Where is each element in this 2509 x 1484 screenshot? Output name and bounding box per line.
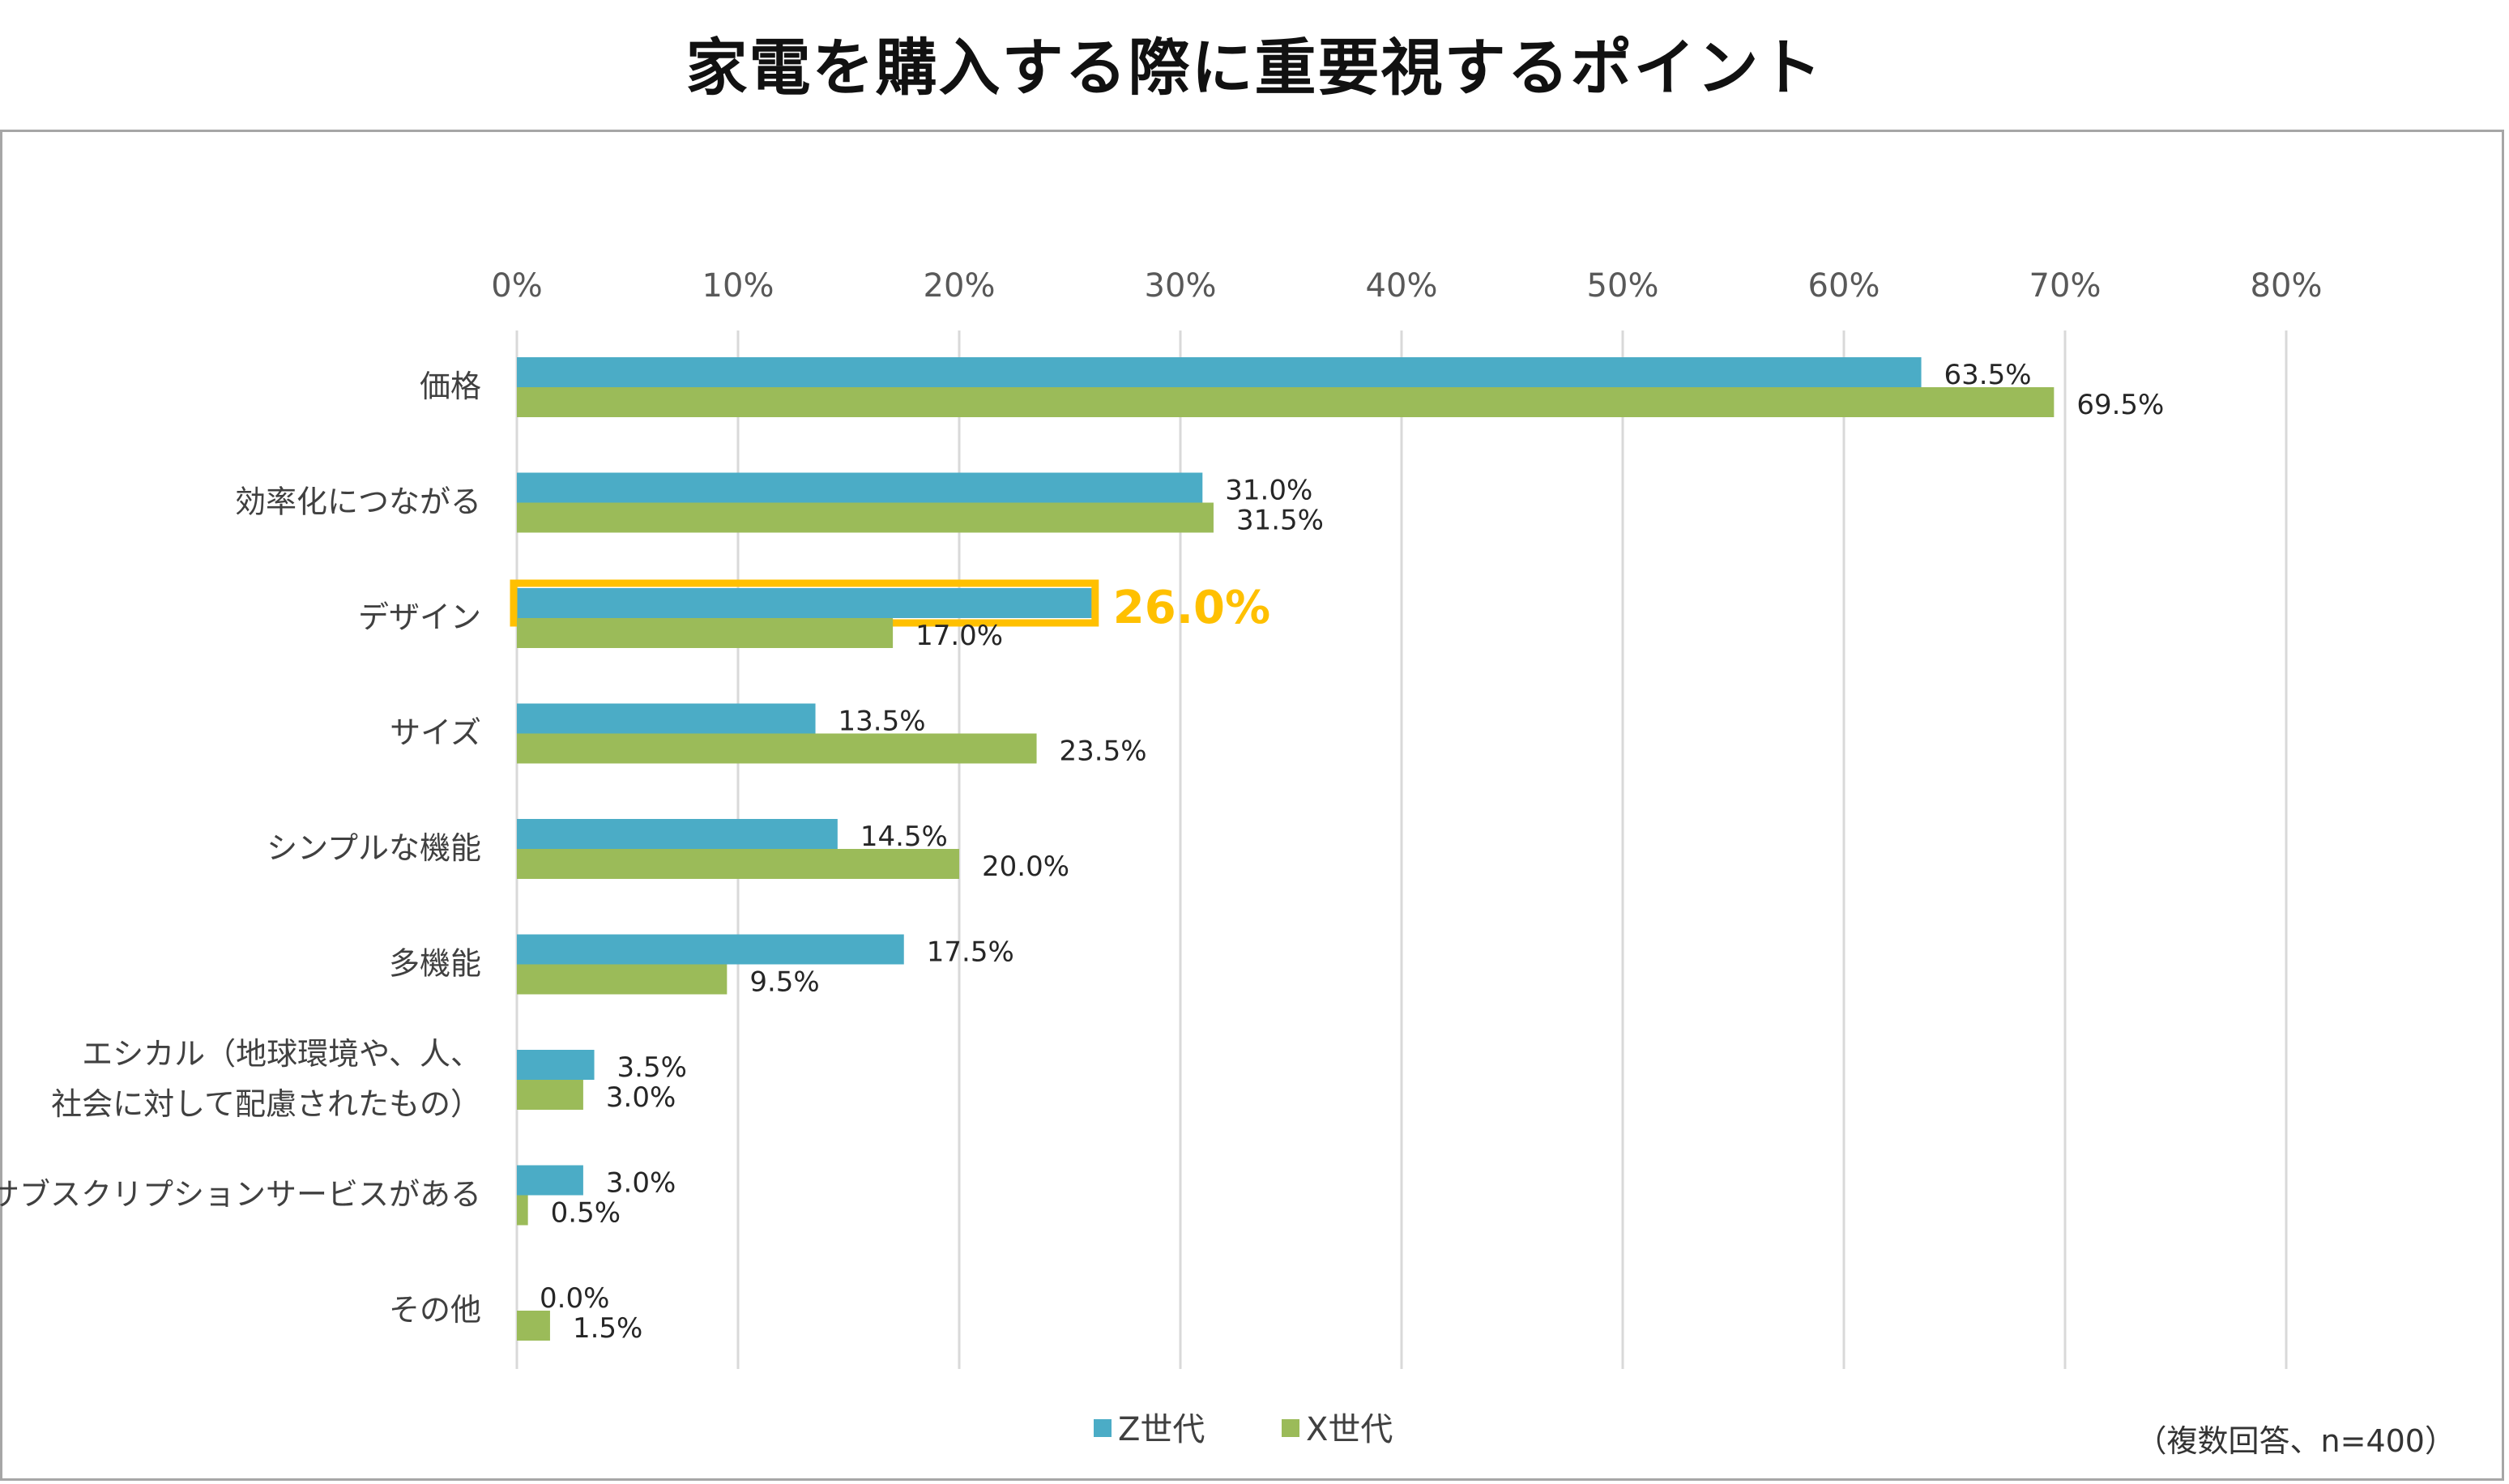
y-category-label: サイズ [390, 715, 481, 751]
y-category-label: 社会に対して配慮されたもの） [51, 1086, 481, 1122]
x-tick-label: 40% [1366, 267, 1438, 305]
data-label: 1.5% [573, 1312, 642, 1345]
x-tick-label: 30% [1145, 267, 1217, 305]
x-tick-label: 60% [1808, 267, 1880, 305]
legend-swatch [1282, 1419, 1299, 1437]
bar-x-gen [517, 618, 894, 648]
bar-z-gen [517, 1050, 595, 1080]
data-label: 23.5% [1060, 736, 1147, 768]
bar-z-gen [517, 1165, 583, 1196]
y-category-label: 価格 [420, 369, 481, 404]
y-category-label: 多機能 [389, 946, 481, 982]
bar-x-gen [517, 1311, 550, 1341]
sample-note: （複数回答、n=400） [2136, 1423, 2456, 1459]
y-category-label: デザイン [358, 599, 481, 635]
highlight-value-label: 26.0% [1113, 582, 1270, 634]
legend-label: X世代 [1306, 1411, 1393, 1448]
bar-z-gen [517, 472, 1203, 503]
bar-z-gen [517, 703, 816, 734]
data-label: 14.5% [860, 821, 948, 853]
chart-title: 家電を購入する際に重要視するポイント [685, 32, 1824, 104]
x-tick-label: 20% [924, 267, 996, 305]
legend-label: Z世代 [1118, 1411, 1205, 1448]
data-label: 63.5% [1944, 359, 2032, 391]
bar-z-gen [517, 588, 1092, 618]
bar-x-gen [517, 1195, 528, 1226]
y-category-label: シンプルな機能 [267, 830, 481, 866]
legend-swatch [1094, 1419, 1112, 1437]
chart-frame [0, 130, 2504, 1481]
bar-x-gen [517, 387, 2055, 417]
y-category-label: サブスクリプションサービスがある [0, 1177, 481, 1213]
x-tick-label: 0% [491, 267, 542, 305]
data-label: 17.5% [927, 936, 1014, 969]
x-tick-label: 70% [2029, 267, 2102, 305]
bar-z-gen [517, 819, 838, 849]
bar-x-gen [517, 733, 1037, 764]
data-label: 13.5% [838, 706, 926, 738]
data-label: 31.0% [1225, 475, 1312, 507]
x-tick-label: 80% [2251, 267, 2323, 305]
bar-x-gen [517, 502, 1214, 533]
data-label: 9.5% [749, 966, 819, 999]
bar-x-gen [517, 964, 728, 995]
bar-x-gen [517, 1080, 583, 1110]
data-label: 69.5% [2076, 389, 2164, 421]
bar-x-gen [517, 849, 959, 879]
bar-z-gen [517, 357, 1922, 387]
x-tick-label: 10% [702, 267, 774, 305]
data-label: 0.0% [540, 1282, 609, 1315]
y-category-label: エシカル（地球環境や、人、 [82, 1036, 481, 1072]
data-label: 3.0% [606, 1167, 676, 1200]
data-label: 17.0% [915, 620, 1003, 652]
x-tick-label: 50% [1587, 267, 1659, 305]
data-label: 31.5% [1236, 505, 1324, 537]
data-label: 20.0% [982, 851, 1069, 883]
data-label: 0.5% [551, 1197, 621, 1230]
y-category-label: 効率化につながる [235, 484, 481, 520]
bar-z-gen [517, 934, 904, 965]
data-label: 3.0% [606, 1081, 676, 1114]
y-category-label: その他 [389, 1292, 481, 1328]
data-label: 3.5% [617, 1051, 687, 1084]
